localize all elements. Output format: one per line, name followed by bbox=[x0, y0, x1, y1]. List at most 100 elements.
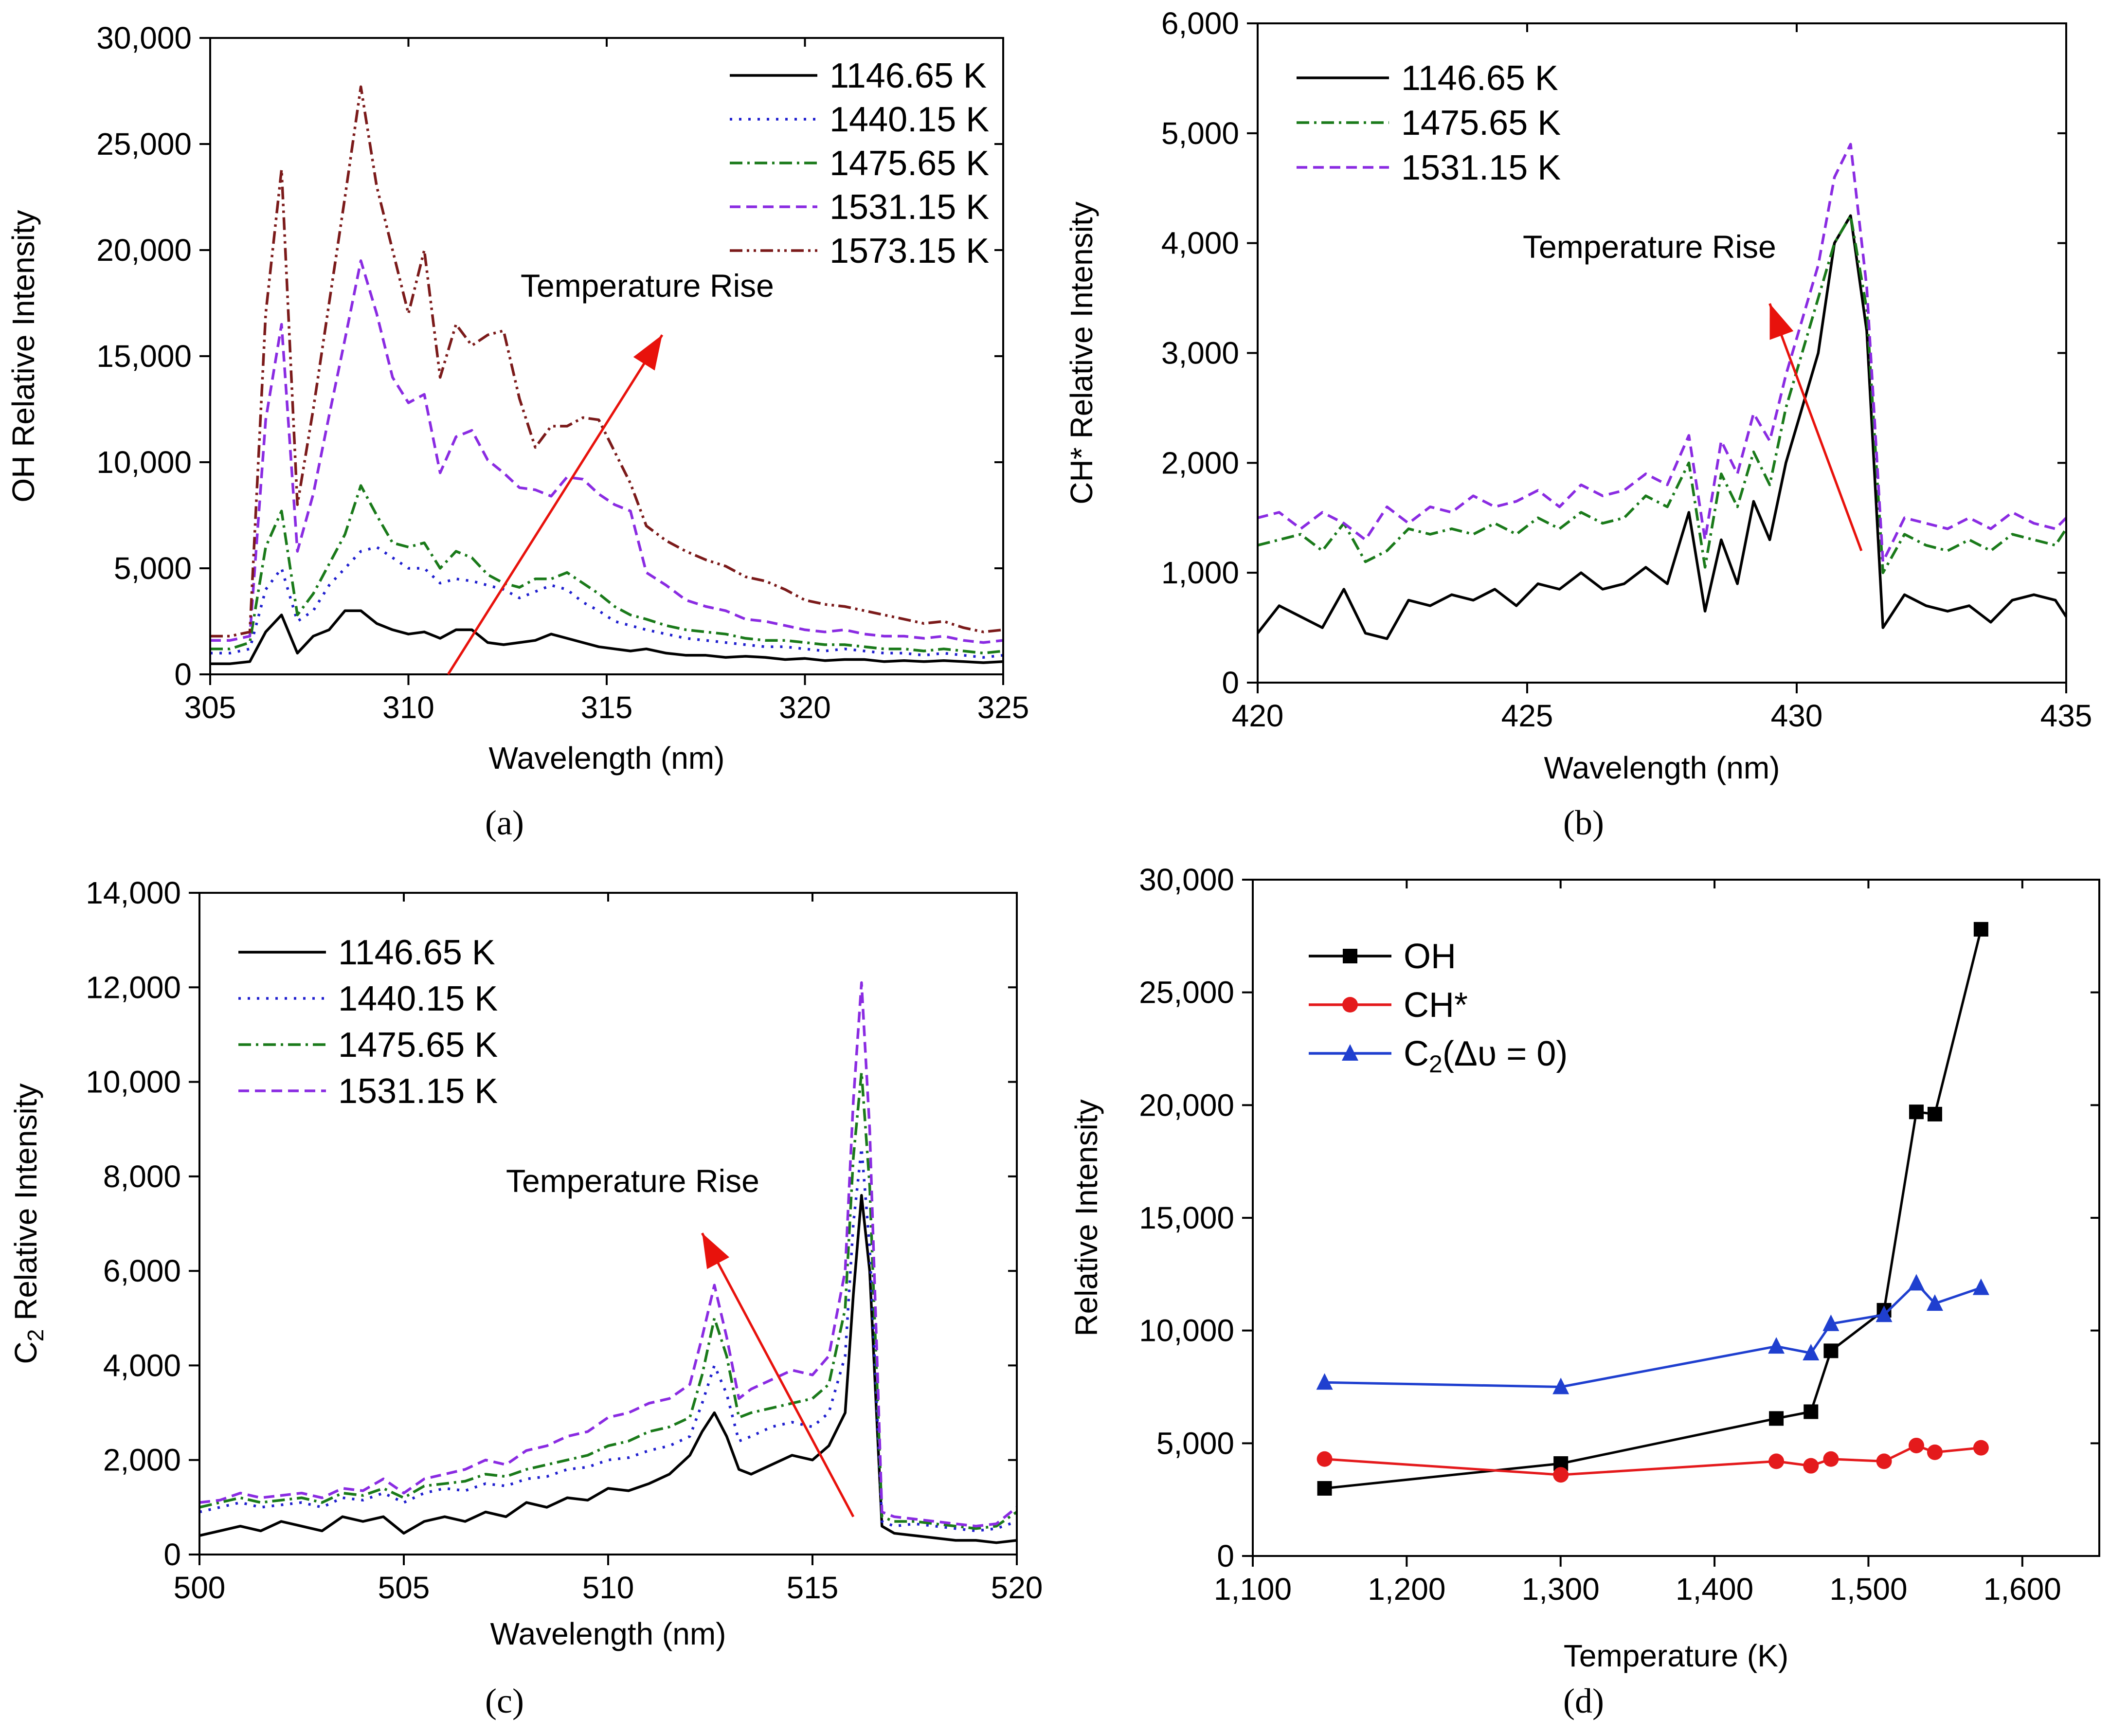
plot-frame bbox=[1252, 879, 2100, 1557]
x-tick-label: 435 bbox=[2040, 698, 2092, 733]
x-tick-label: 1,600 bbox=[1984, 1572, 2061, 1607]
data-point bbox=[1316, 1373, 1333, 1390]
data-point bbox=[1803, 1344, 1820, 1360]
temperature-arrow-head bbox=[702, 1233, 730, 1269]
legend-label: 1475.65 K bbox=[1401, 104, 1561, 143]
annotation-label: Temperature Rise bbox=[506, 1163, 759, 1199]
series-line-1475-65-k bbox=[199, 1071, 1018, 1530]
data-point bbox=[1317, 1481, 1332, 1496]
y-tick-label: 20,000 bbox=[96, 233, 192, 268]
y-tick-label: 10,000 bbox=[86, 1065, 181, 1100]
data-point bbox=[1552, 1377, 1569, 1394]
series-line-1531-15-k bbox=[199, 981, 1018, 1528]
series-line-1531-15-k bbox=[210, 259, 1004, 644]
x-tick-label: 500 bbox=[174, 1570, 226, 1605]
data-point bbox=[1973, 1440, 1989, 1456]
legend-label: 1440.15 K bbox=[830, 100, 989, 139]
legend-label: 1440.15 K bbox=[338, 979, 498, 1018]
y-tick-label: 10,000 bbox=[96, 445, 192, 480]
x-tick-label: 1,100 bbox=[1214, 1572, 1292, 1607]
y-tick-label: 5,000 bbox=[1161, 116, 1239, 151]
y-tick-label: 3,000 bbox=[1161, 336, 1239, 371]
legend-label: CH* bbox=[1404, 986, 1468, 1025]
data-point bbox=[1803, 1458, 1819, 1474]
x-axis-title: Wavelength (nm) bbox=[1544, 750, 1780, 785]
plot-frame bbox=[198, 892, 1018, 1555]
y-tick-label: 14,000 bbox=[86, 875, 181, 910]
x-tick-label: 425 bbox=[1501, 698, 1553, 733]
temperature-arrow-shaft bbox=[1768, 303, 1863, 551]
panel-a: 305 310 315 320 325 0 5,000 10,000 15,000 20,000 2… bbox=[6, 20, 1029, 842]
y-tick-label: 8,000 bbox=[103, 1159, 181, 1194]
data-point bbox=[1823, 1451, 1839, 1467]
y-axis-title: OH Relative Intensity bbox=[6, 210, 41, 502]
legend-label: 1475.65 K bbox=[830, 144, 989, 183]
x-axis-title: Temperature (K) bbox=[1564, 1638, 1788, 1673]
y-axis-title: C2 Relative Intensity bbox=[8, 1084, 48, 1364]
y-tick-label: 30,000 bbox=[96, 20, 192, 55]
x-axis-title: Wavelength (nm) bbox=[490, 1616, 726, 1651]
annotation-label: Temperature Rise bbox=[1523, 229, 1776, 265]
y-tick-label: 0 bbox=[1217, 1538, 1234, 1573]
data-point bbox=[1972, 1278, 1989, 1295]
x-tick-label: 320 bbox=[779, 690, 831, 725]
data-point bbox=[1316, 1451, 1333, 1467]
y-tick-label: 25,000 bbox=[96, 127, 192, 162]
data-point bbox=[1927, 1106, 1942, 1121]
y-axis-title: Relative Intensity bbox=[1069, 1099, 1104, 1336]
data-point bbox=[1822, 1314, 1839, 1331]
data-point bbox=[1803, 1404, 1819, 1419]
data-point bbox=[1768, 1337, 1785, 1354]
data-point bbox=[1908, 1274, 1925, 1291]
series-line-1146-65-k bbox=[1256, 214, 2068, 640]
y-tick-label: 4,000 bbox=[1161, 226, 1239, 261]
y-tick-label: 20,000 bbox=[1139, 1087, 1234, 1122]
legend-label: OH bbox=[1404, 937, 1456, 976]
x-tick-label: 310 bbox=[382, 690, 434, 725]
y-tick-label: 6,000 bbox=[1161, 6, 1239, 41]
y-tick-label: 4,000 bbox=[103, 1348, 181, 1383]
legend-label: 1531.15 K bbox=[830, 188, 989, 227]
x-tick-label: 305 bbox=[184, 690, 236, 725]
y-tick-label: 15,000 bbox=[1139, 1200, 1234, 1235]
plot-frame bbox=[209, 37, 1004, 675]
x-tick-label: 1,300 bbox=[1522, 1572, 1600, 1607]
panel-caption: (b) bbox=[1563, 803, 1604, 842]
legend-label: 1475.65 K bbox=[338, 1026, 498, 1065]
panel-caption: (d) bbox=[1563, 1682, 1604, 1720]
y-tick-label: 15,000 bbox=[96, 339, 192, 374]
x-tick-label: 1,400 bbox=[1676, 1572, 1753, 1607]
data-point bbox=[1768, 1453, 1785, 1469]
legend-marker bbox=[1342, 1044, 1358, 1061]
data-point bbox=[1553, 1467, 1569, 1483]
annotation-label: Temperature Rise bbox=[521, 268, 774, 304]
data-point bbox=[1769, 1411, 1784, 1426]
x-tick-label: 505 bbox=[378, 1570, 430, 1605]
data-point bbox=[1876, 1453, 1892, 1469]
temperature-arrow-shaft bbox=[447, 334, 664, 675]
x-tick-label: 520 bbox=[991, 1570, 1043, 1605]
temperature-arrow-shaft bbox=[701, 1232, 855, 1518]
y-tick-label: 6,000 bbox=[103, 1253, 181, 1288]
y-tick-label: 25,000 bbox=[1139, 975, 1234, 1010]
legend-label: 1573.15 K bbox=[830, 232, 989, 271]
legend-marker bbox=[1342, 997, 1358, 1013]
panel-b: 420 425 430 435 0 1,000 2,000 3,000 4,000 5,000 6,… bbox=[1064, 6, 2092, 842]
panel-caption: (c) bbox=[485, 1682, 524, 1720]
legend-marker bbox=[1343, 949, 1357, 963]
panel-c: 500 505 510 515 520 0 2,000 4,000 6,000 8,000 10,0… bbox=[8, 875, 1043, 1720]
data-point bbox=[1823, 1343, 1839, 1358]
data-point bbox=[1973, 922, 1988, 937]
y-tick-label: 5,000 bbox=[1156, 1426, 1234, 1461]
panel-d: 1,100 1,200 1,300 1,400 1,500 1,600 0 5,000 10,0… bbox=[1069, 862, 2100, 1720]
legend-label: 1531.15 K bbox=[1401, 148, 1561, 187]
series-line-1573-15-k bbox=[210, 85, 1004, 638]
x-tick-label: 315 bbox=[581, 690, 633, 725]
legend-label: 1146.65 K bbox=[1401, 59, 1558, 98]
y-axis-title: CH* Relative Intensity bbox=[1064, 201, 1099, 504]
data-point bbox=[1876, 1305, 1893, 1322]
legend-label: 1531.15 K bbox=[338, 1072, 498, 1111]
x-tick-label: 420 bbox=[1232, 698, 1284, 733]
plot-frame bbox=[1257, 22, 2067, 684]
